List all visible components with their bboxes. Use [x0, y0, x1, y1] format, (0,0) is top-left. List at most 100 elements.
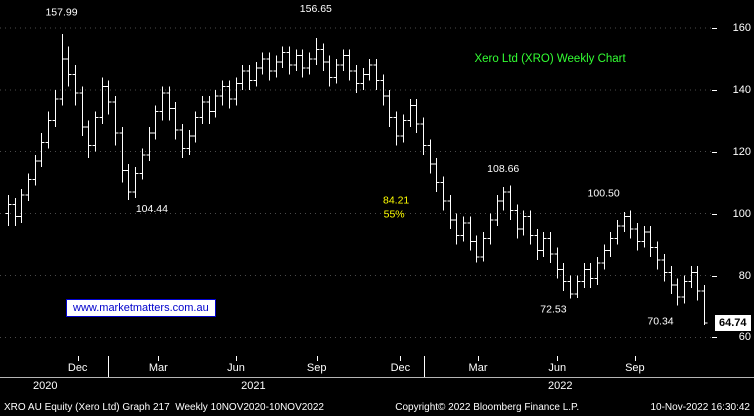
ohlc-bar [560, 263, 567, 291]
month-labels-row: Dec Mar Jun Sep Dec Mar Jun Sep [0, 356, 754, 377]
status-bar: XRO AU Equity (Xero Ltd) Graph 217 Weekl… [0, 399, 754, 416]
ohlc-bar [206, 95, 213, 124]
retrace-pct-label: 55% [384, 209, 405, 221]
ohlc-bar [366, 58, 373, 81]
ohlc-bar [420, 117, 427, 155]
ohlc-bar [132, 167, 139, 199]
ohlc-bar [286, 46, 293, 75]
axis-tick-mark [712, 337, 717, 339]
ohlc-bar [433, 157, 440, 192]
axis-tick-mark [712, 89, 717, 91]
ohlc-bar [159, 86, 166, 121]
ohlc-bar [540, 232, 547, 257]
ohlc-bar [92, 111, 99, 152]
ohlc-bar [373, 58, 380, 90]
ohlc-bar [447, 195, 454, 230]
ohlc-bar [112, 95, 119, 146]
y-axis-label: 80 [738, 269, 751, 282]
ohlc-bar [360, 68, 367, 90]
ohlc-bar [554, 247, 561, 279]
ohlc-bar [18, 188, 25, 223]
ohlc-bar [668, 266, 675, 295]
ohlc-bar [393, 111, 400, 146]
y-axis-tick: 80 [712, 269, 754, 283]
ohlc-bar [581, 263, 588, 288]
ohlc-bar [38, 133, 45, 168]
price-chart: 157.99 104.44 156.65 Xero Ltd (XRO) Weekly … [0, 3, 712, 338]
copyright-text: Copyright© 2022 Bloomberg Finance L.P. [395, 402, 580, 413]
axis-separator-line [0, 377, 754, 378]
high-aug-2022-label: 100.50 [588, 188, 620, 200]
ohlc-bar [5, 195, 12, 226]
month-tick [236, 356, 237, 361]
plot-area: 157.99 104.44 156.65 Xero Ltd (XRO) Weekly … [0, 3, 712, 338]
ohlc-bar [688, 266, 695, 288]
ohlc-bar [567, 275, 574, 299]
month-label: Mar [468, 362, 488, 374]
ohlc-bar [467, 216, 474, 251]
y-axis-label: 100 [732, 207, 751, 220]
time-axis: Dec Mar Jun Sep Dec Mar Jun Sep 2020 2021 2022 [0, 356, 754, 398]
ohlc-bar [514, 204, 521, 239]
ohlc-bar [594, 256, 601, 285]
ohlc-bar [146, 126, 153, 161]
ohlc-bar [647, 225, 654, 257]
retrace-price-label: 84.21 [383, 194, 409, 206]
y-axis-tick: 60 [712, 330, 754, 344]
month-label: Jun [548, 362, 567, 374]
y-axis-tick: 120 [712, 145, 754, 159]
month-tick [400, 356, 402, 361]
month-label: Sep [306, 362, 327, 374]
ohlc-bar [607, 232, 614, 257]
ohlc-bar [52, 89, 59, 127]
ohlc-bar [299, 49, 306, 78]
ohlc-bar [219, 80, 226, 106]
ohlc-bar [119, 126, 126, 183]
price-axis: 64.74 60 80 100 120 140 160 [712, 0, 754, 356]
ohlc-bar [694, 266, 701, 301]
chart-title: Xero Ltd (XRO) Weekly Chart [474, 53, 626, 65]
month-tick [478, 356, 480, 361]
ohlc-bar [346, 49, 353, 81]
month-tick [557, 356, 559, 361]
low-jun-2022-label: 72.53 [540, 304, 566, 316]
ohlc-bar [674, 278, 681, 306]
watermark-link[interactable]: www.marketmatters.com.au [66, 299, 216, 317]
ohlc-bar [79, 86, 86, 137]
axis-tick-mark [712, 151, 717, 153]
ohlc-bar [212, 89, 219, 118]
ohlc-bar [587, 263, 594, 288]
year-label: 2021 [241, 380, 266, 392]
ohlc-bar [239, 65, 246, 90]
ohlc-bar [85, 120, 92, 158]
ohlc-bar [634, 222, 641, 251]
y-axis-tick: 160 [712, 21, 754, 35]
peak-jan-2021-label: 157.99 [45, 6, 77, 18]
year-divider-tick [107, 356, 109, 377]
ohlc-bar [233, 77, 240, 106]
high-apr-2022-label: 108.66 [487, 163, 519, 175]
year-label: 2020 [32, 380, 58, 392]
ohlc-bar [460, 216, 467, 242]
y-axis-label: 160 [732, 21, 751, 34]
month-label: Jun [227, 362, 245, 374]
axis-tick-mark [712, 27, 717, 29]
month-tick [316, 356, 318, 361]
ohlc-bar [273, 55, 280, 78]
ohlc-bar [105, 80, 112, 115]
month-label: Dec [390, 362, 411, 374]
ohlc-bar [266, 52, 273, 81]
ohlc-bar [45, 111, 52, 149]
ohlc-bar [681, 275, 688, 304]
ohlc-bar [139, 148, 146, 180]
ohlc-bar [326, 55, 333, 87]
year-label: 2022 [547, 380, 573, 392]
ohlc-bar [507, 185, 514, 220]
ohlc-bar [614, 219, 621, 245]
ohlc-bar [293, 49, 300, 72]
ohlc-bar [641, 225, 648, 248]
y-axis-label: 60 [738, 331, 751, 344]
ohlc-bar [186, 130, 193, 155]
ohlc-bar [259, 52, 266, 75]
watermark-text: www.marketmatters.com.au [73, 302, 209, 314]
